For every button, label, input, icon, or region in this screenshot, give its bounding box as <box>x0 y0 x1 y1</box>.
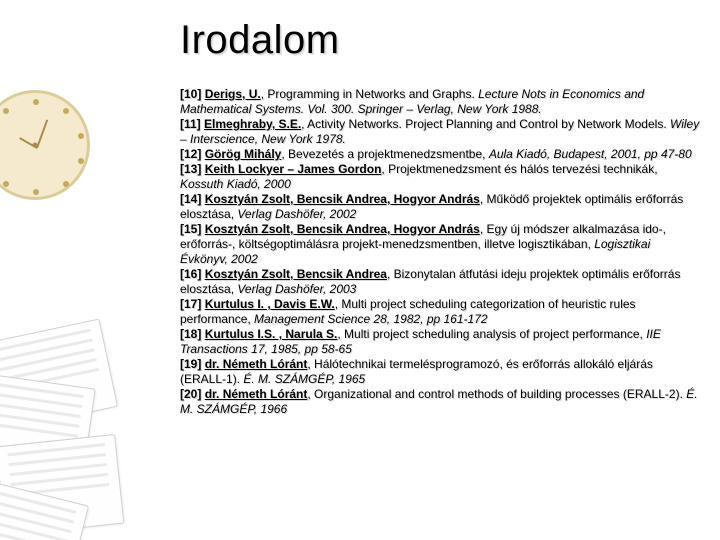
reference-item: [20] dr. Németh Lóránt, Organizational a… <box>180 387 700 417</box>
reference-item: [13] Keith Lockyer – James Gordon, Proje… <box>180 162 700 192</box>
reference-list: [10] Derigs, U., Programming in Networks… <box>180 87 700 417</box>
reference-item: [11] Elmeghraby, S.E., Activity Networks… <box>180 117 700 147</box>
page-title: Irodalom <box>180 18 700 63</box>
reference-item: [15] Kosztyán Zsolt, Bencsik Andrea, Hog… <box>180 222 700 267</box>
reference-item: [12] Görög Mihály, Bevezetés a projektme… <box>180 147 700 162</box>
reference-item: [10] Derigs, U., Programming in Networks… <box>180 87 700 117</box>
reference-item: [14] Kosztyán Zsolt, Bencsik Andrea, Hog… <box>180 192 700 222</box>
reference-item: [17] Kurtulus I. , Davis E.W., Multi pro… <box>180 297 700 327</box>
reference-item: [19] dr. Németh Lóránt, Hálótechnikai te… <box>180 357 700 387</box>
background-decoration <box>0 100 150 520</box>
reference-item: [18] Kurtulus I.S. , Narula S., Multi pr… <box>180 327 700 357</box>
slide-content: Irodalom [10] Derigs, U., Programming in… <box>180 18 700 417</box>
reference-item: [16] Kosztyán Zsolt, Bencsik Andrea, Biz… <box>180 267 700 297</box>
clock-illustration <box>0 90 90 200</box>
pages-illustration <box>0 330 150 540</box>
